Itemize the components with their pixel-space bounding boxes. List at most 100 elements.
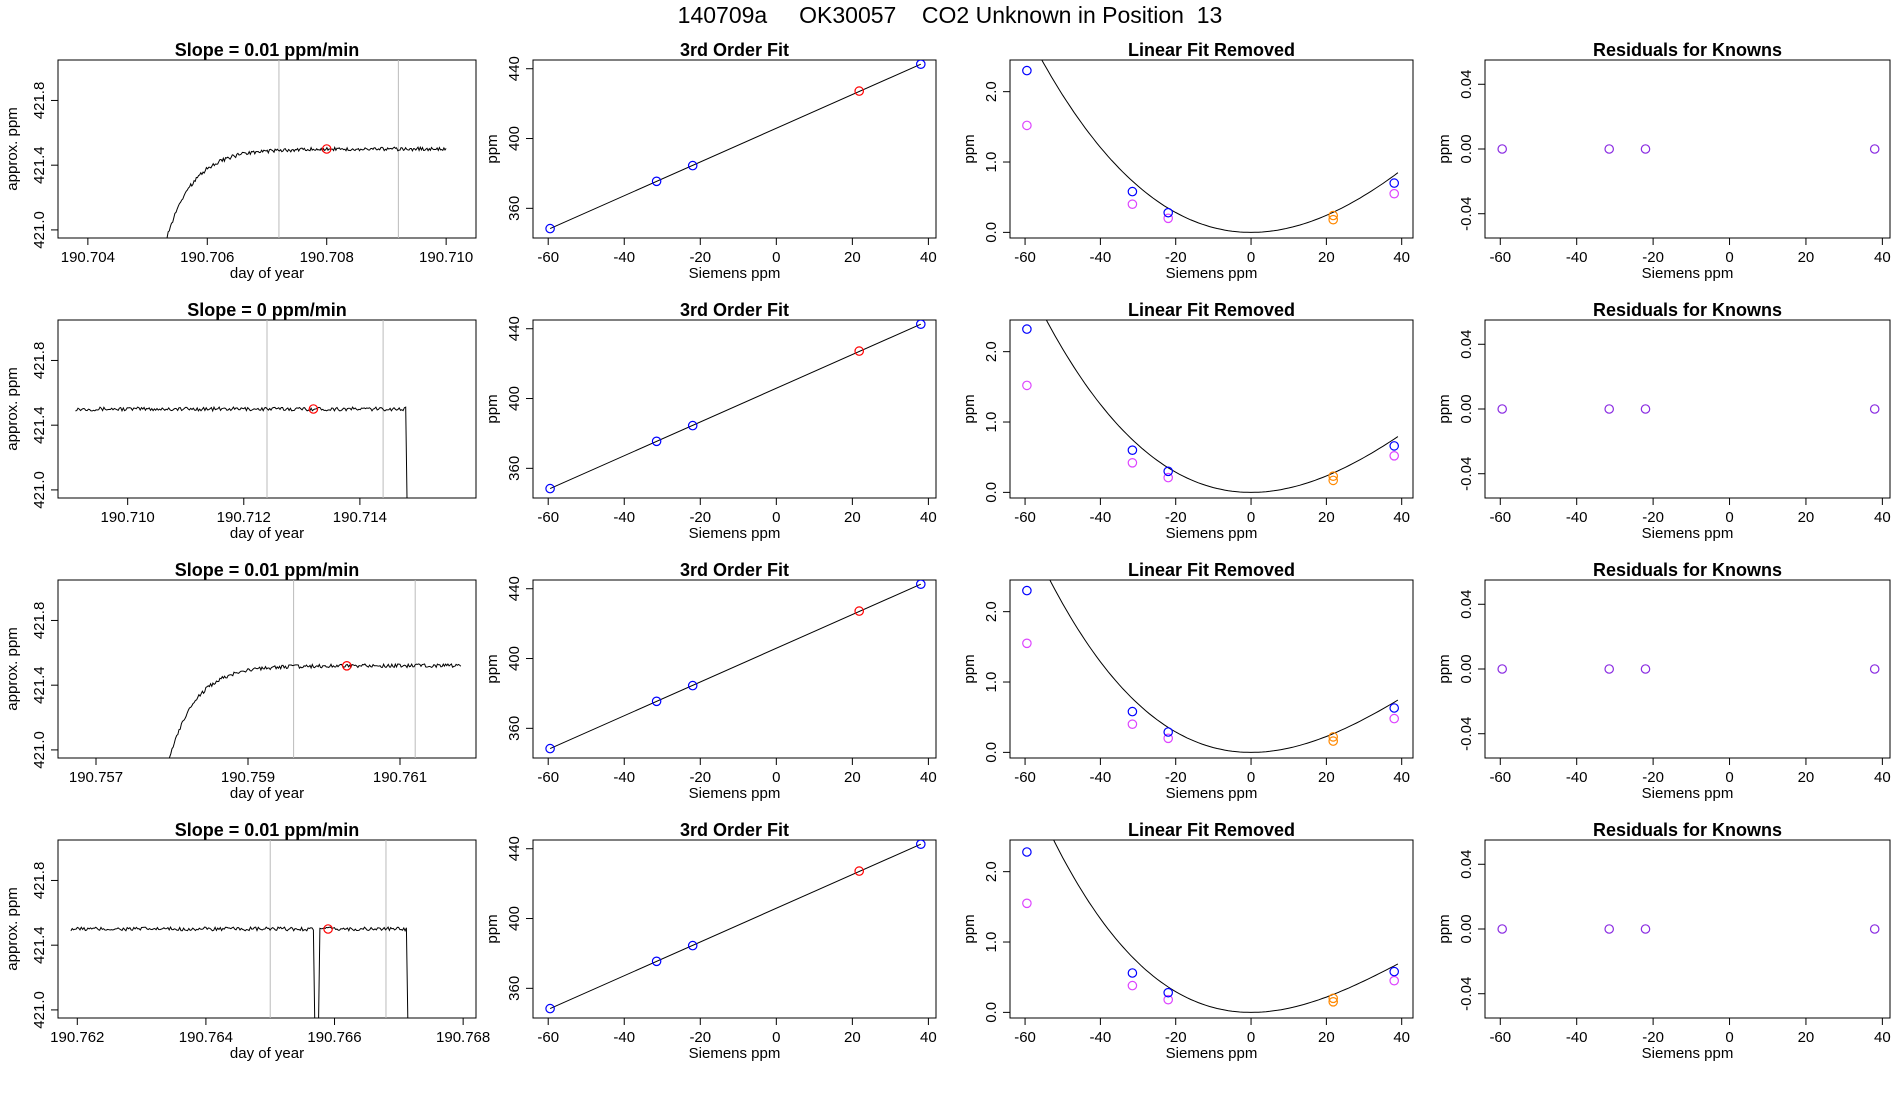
residuals-chart-4: Residuals for Knowns -60 -40 -20 0 20 40 -0.04 0… <box>1436 820 1891 1062</box>
known-point <box>916 320 926 329</box>
y-tick-label: 2.0 <box>983 81 1000 102</box>
time-series-chart-4: Slope = 0.01 ppm/min 190.762 190.764 190.76… <box>4 820 490 1062</box>
x-tick-label: -40 <box>1566 509 1588 526</box>
fit-line <box>549 323 921 490</box>
magenta-point <box>1127 719 1138 729</box>
magenta-point <box>1127 980 1138 991</box>
x-axis-label: Siemens ppm <box>1166 785 1258 802</box>
magenta-point <box>1163 213 1173 224</box>
y-tick-label: 400 <box>506 386 523 411</box>
fit-chart-4: 3rd Order Fit -60 -40 -20 0 20 40 360 400 440 Siem… <box>484 820 937 1062</box>
y-axis-label: approx. ppm <box>4 367 21 450</box>
x-axis-label: Siemens ppm <box>1166 525 1258 542</box>
plot-area <box>168 580 462 758</box>
known-point <box>1127 706 1138 717</box>
x-tick-label: 20 <box>1798 509 1815 526</box>
y-tick-label: 1.0 <box>983 932 1000 953</box>
x-axis-label: Siemens ppm <box>1642 785 1734 802</box>
residuals-chart-1: Residuals for Knowns -60 -40 -20 0 20 40 -0.04 0… <box>1436 40 1891 282</box>
residual-point <box>1640 144 1651 154</box>
known-point <box>687 680 698 691</box>
known-point <box>651 176 662 187</box>
x-tick-label: 20 <box>844 769 861 786</box>
x-tick-label: 40 <box>920 1029 937 1046</box>
y-axis-label: approx. ppm <box>4 627 21 710</box>
x-tick-label: 40 <box>1874 769 1891 786</box>
plot-frame <box>57 59 477 239</box>
x-tick-label: 0 <box>1247 249 1255 266</box>
x-axis-label: day of year <box>230 525 304 542</box>
y-tick-label: 360 <box>506 196 523 221</box>
fit-chart-2: 3rd Order Fit -60 -40 -20 0 20 40 360 400 440 Siem… <box>484 300 937 542</box>
x-tick-label: -60 <box>537 1029 559 1046</box>
fit-line <box>549 63 921 230</box>
x-tick-label: 0 <box>1725 769 1733 786</box>
x-tick-label: -20 <box>1165 509 1187 526</box>
x-axis-label: Siemens ppm <box>689 525 781 542</box>
linear-removed-chart-4: Linear Fit Removed -60 -40 -20 0 20 40 0.0 1.0 2.… <box>961 820 1414 1062</box>
x-tick-label: -40 <box>613 509 635 526</box>
known-point <box>1163 207 1173 218</box>
magenta-point <box>1163 733 1173 744</box>
plot-title: Residuals for Knowns <box>1593 820 1782 840</box>
plot-title: 3rd Order Fit <box>680 40 789 60</box>
residual-point <box>1604 404 1614 414</box>
y-axis-label: ppm <box>961 654 978 683</box>
quadratic-curve <box>1049 580 1399 753</box>
y-tick-label: 421.4 <box>31 926 48 964</box>
known-point <box>916 840 926 849</box>
x-tick-label: -40 <box>1566 769 1588 786</box>
y-tick-label: 421.0 <box>31 731 48 769</box>
y-tick-label: 400 <box>506 906 523 931</box>
known-point <box>1389 178 1399 188</box>
residual-point <box>1869 404 1880 414</box>
quadratic-curve <box>1041 60 1399 233</box>
orange-point <box>1328 993 1338 1004</box>
plot-frame <box>532 59 937 239</box>
unknown-point <box>854 866 864 876</box>
plot-title: Residuals for Knowns <box>1593 40 1782 60</box>
plot-title: Slope = 0.01 ppm/min <box>175 820 360 840</box>
linear-removed-chart-2: Linear Fit Removed -60 -40 -20 0 20 40 0.0 1.0 2.… <box>961 300 1414 542</box>
x-tick-label: -20 <box>689 1029 711 1046</box>
plot-frame <box>1484 839 1891 1019</box>
x-tick-label: 0 <box>772 249 780 266</box>
known-point <box>1022 847 1032 857</box>
plot-frame <box>57 839 477 1019</box>
x-tick-label: 40 <box>1393 769 1410 786</box>
known-point <box>1127 445 1138 455</box>
y-tick-label: 0.0 <box>983 742 1000 763</box>
plot-title: 3rd Order Fit <box>680 820 789 840</box>
x-tick-label: -60 <box>1489 509 1511 526</box>
x-tick-label: 190.762 <box>50 1029 104 1046</box>
plot-area <box>545 320 926 494</box>
x-tick-label: 190.710 <box>101 509 155 526</box>
y-tick-label: 360 <box>506 716 523 741</box>
x-tick-label: 20 <box>1318 1029 1335 1046</box>
plot-frame <box>1484 59 1891 239</box>
known-point <box>1163 987 1173 998</box>
known-point <box>545 223 555 234</box>
y-tick-label: -0.04 <box>1458 457 1475 491</box>
magenta-point <box>1389 188 1399 199</box>
plot-area <box>1022 60 1399 233</box>
x-tick-label: 40 <box>920 769 937 786</box>
plot-title: Residuals for Knowns <box>1593 300 1782 320</box>
x-tick-label: -60 <box>1014 249 1036 266</box>
x-tick-label: 20 <box>1318 769 1335 786</box>
magenta-point <box>1022 380 1032 391</box>
y-tick-label: 0.04 <box>1458 850 1475 879</box>
x-tick-label: 190.764 <box>179 1029 233 1046</box>
y-axis-label: ppm <box>1436 134 1453 163</box>
x-tick-label: -20 <box>1642 509 1664 526</box>
magenta-point <box>1022 120 1032 131</box>
known-point <box>916 580 926 589</box>
y-tick-label: 421.4 <box>31 146 48 184</box>
residual-point <box>1497 144 1507 154</box>
plot-frame <box>532 579 937 759</box>
x-tick-label: -60 <box>1014 1029 1036 1046</box>
unknown-point <box>854 86 864 96</box>
residuals-chart-3: Residuals for Knowns -60 -40 -20 0 20 40 -0.04 0… <box>1436 560 1891 802</box>
residual-point <box>1869 664 1880 674</box>
